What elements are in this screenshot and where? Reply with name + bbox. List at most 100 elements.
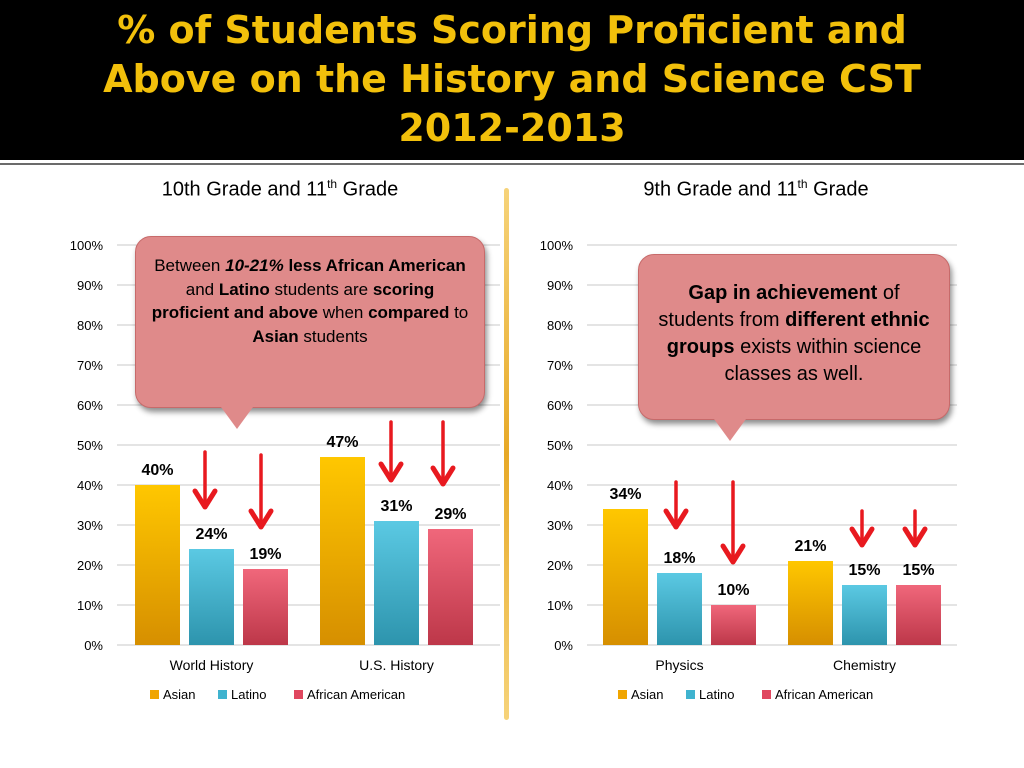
callout-left-run: and [185,279,219,299]
y-tick-label: 100% [540,238,574,253]
y-tick-label: 40% [77,478,103,493]
down-arrow-icon [663,480,689,530]
y-tick-label: 90% [77,278,103,293]
x-tick-label: Chemistry [833,657,896,673]
y-tick-label: 10% [77,598,103,613]
data-label: 47% [326,434,358,451]
data-label: 18% [663,550,695,567]
y-tick-label: 50% [77,438,103,453]
legend-label: Latino [699,687,734,702]
arrow-head [663,508,689,530]
x-tick-label: Physics [655,657,703,673]
down-arrow-icon [720,480,746,565]
legend-label: African American [775,687,873,702]
chart-title-right: 9th Grade and 11th Grade [536,177,976,202]
arrow-head [849,526,875,548]
callout-left-run: 10-21% [225,256,284,275]
callout-left-run: students [298,326,368,346]
callout-left-run: compared [368,303,450,322]
legend-swatch [294,690,303,699]
down-arrow-icon [902,509,928,548]
data-label: 40% [141,462,173,479]
legend-label: African American [307,687,405,702]
chart-title-left: 10th Grade and 11th Grade [60,177,500,202]
bar [320,457,365,645]
y-tick-label: 80% [547,318,573,333]
y-tick-label: 0% [84,638,103,653]
callout-right: Gap in achievement of students from diff… [638,254,950,441]
y-tick-label: 100% [70,238,104,253]
callout-right-run: exists within science classes as well. [724,336,922,385]
y-tick-label: 40% [547,478,573,493]
bar [374,521,419,645]
x-tick-label: U.S. History [359,657,434,673]
y-tick-label: 10% [547,598,573,613]
y-tick-label: 20% [77,558,103,573]
bar [896,585,941,645]
legend-label: Latino [231,687,266,702]
callout-left-tail [221,407,253,429]
callout-left-run: Between [154,256,226,275]
center-divider [504,188,509,720]
legend-swatch [150,690,159,699]
y-tick-label: 0% [554,638,573,653]
y-tick-label: 50% [547,438,573,453]
callout-left-run: when [318,303,369,322]
callout-right-run: Gap in achievement [688,282,878,304]
y-tick-label: 20% [547,558,573,573]
y-tick-label: 60% [547,398,573,413]
arrow-head [720,543,746,565]
callout-left-run: less African American [283,256,466,275]
legend-swatch [762,690,771,699]
data-label: 34% [609,486,641,503]
y-tick-label: 70% [547,358,573,373]
header-rule [0,163,1024,165]
title-line-3: 2012-2013 [398,106,626,150]
arrow-head [902,526,928,548]
y-tick-label: 70% [77,358,103,373]
callout-left-run: to [449,303,469,322]
chart-title-left-sup: th [327,177,338,191]
bar [428,529,473,645]
data-label: 24% [195,526,227,543]
down-arrow-icon [378,420,404,483]
bar [189,549,234,645]
down-arrow-icon [849,509,875,548]
data-label: 15% [902,562,934,579]
bar [603,509,648,645]
legend-label: Asian [631,687,664,702]
callout-left-run: students are [269,279,373,299]
callout-left: Between 10-21% less African American and… [135,236,485,429]
title-banner: % of Students Scoring Proficient and Abo… [0,0,1024,160]
callout-left-run: Asian [252,326,299,346]
data-label: 10% [717,582,749,599]
callout-left-run: scoring proficient and above [151,279,435,323]
y-tick-label: 90% [547,278,573,293]
y-tick-label: 30% [77,518,103,533]
callout-right-run: different ethnic groups [666,309,930,358]
callout-left-run: Latino [218,279,270,299]
bar [657,573,702,645]
data-label: 21% [794,538,826,555]
chart-title-right-text: 9th Grade and 11 [643,178,798,201]
data-label: 15% [848,562,880,579]
callout-left-box [135,236,485,408]
bar [711,605,756,645]
legend-swatch [218,690,227,699]
down-arrow-icon [430,420,456,487]
y-tick-label: 60% [77,398,103,413]
callout-left-text: Between 10-21% less African American and… [135,236,485,408]
bar [243,569,288,645]
title-line-2: Above on the History and Science CST [103,57,921,101]
x-tick-label: World History [170,657,254,673]
title-line-1: % of Students Scoring Proficient and [117,8,907,52]
down-arrow-icon [248,453,274,530]
callout-right-run: of students from [658,282,900,331]
y-tick-label: 30% [547,518,573,533]
bar [135,485,180,645]
bar [788,561,833,645]
data-label: 19% [249,546,281,563]
legend-swatch [686,690,695,699]
arrow-head [378,461,404,483]
chart-title-right-sup: th [797,177,808,191]
